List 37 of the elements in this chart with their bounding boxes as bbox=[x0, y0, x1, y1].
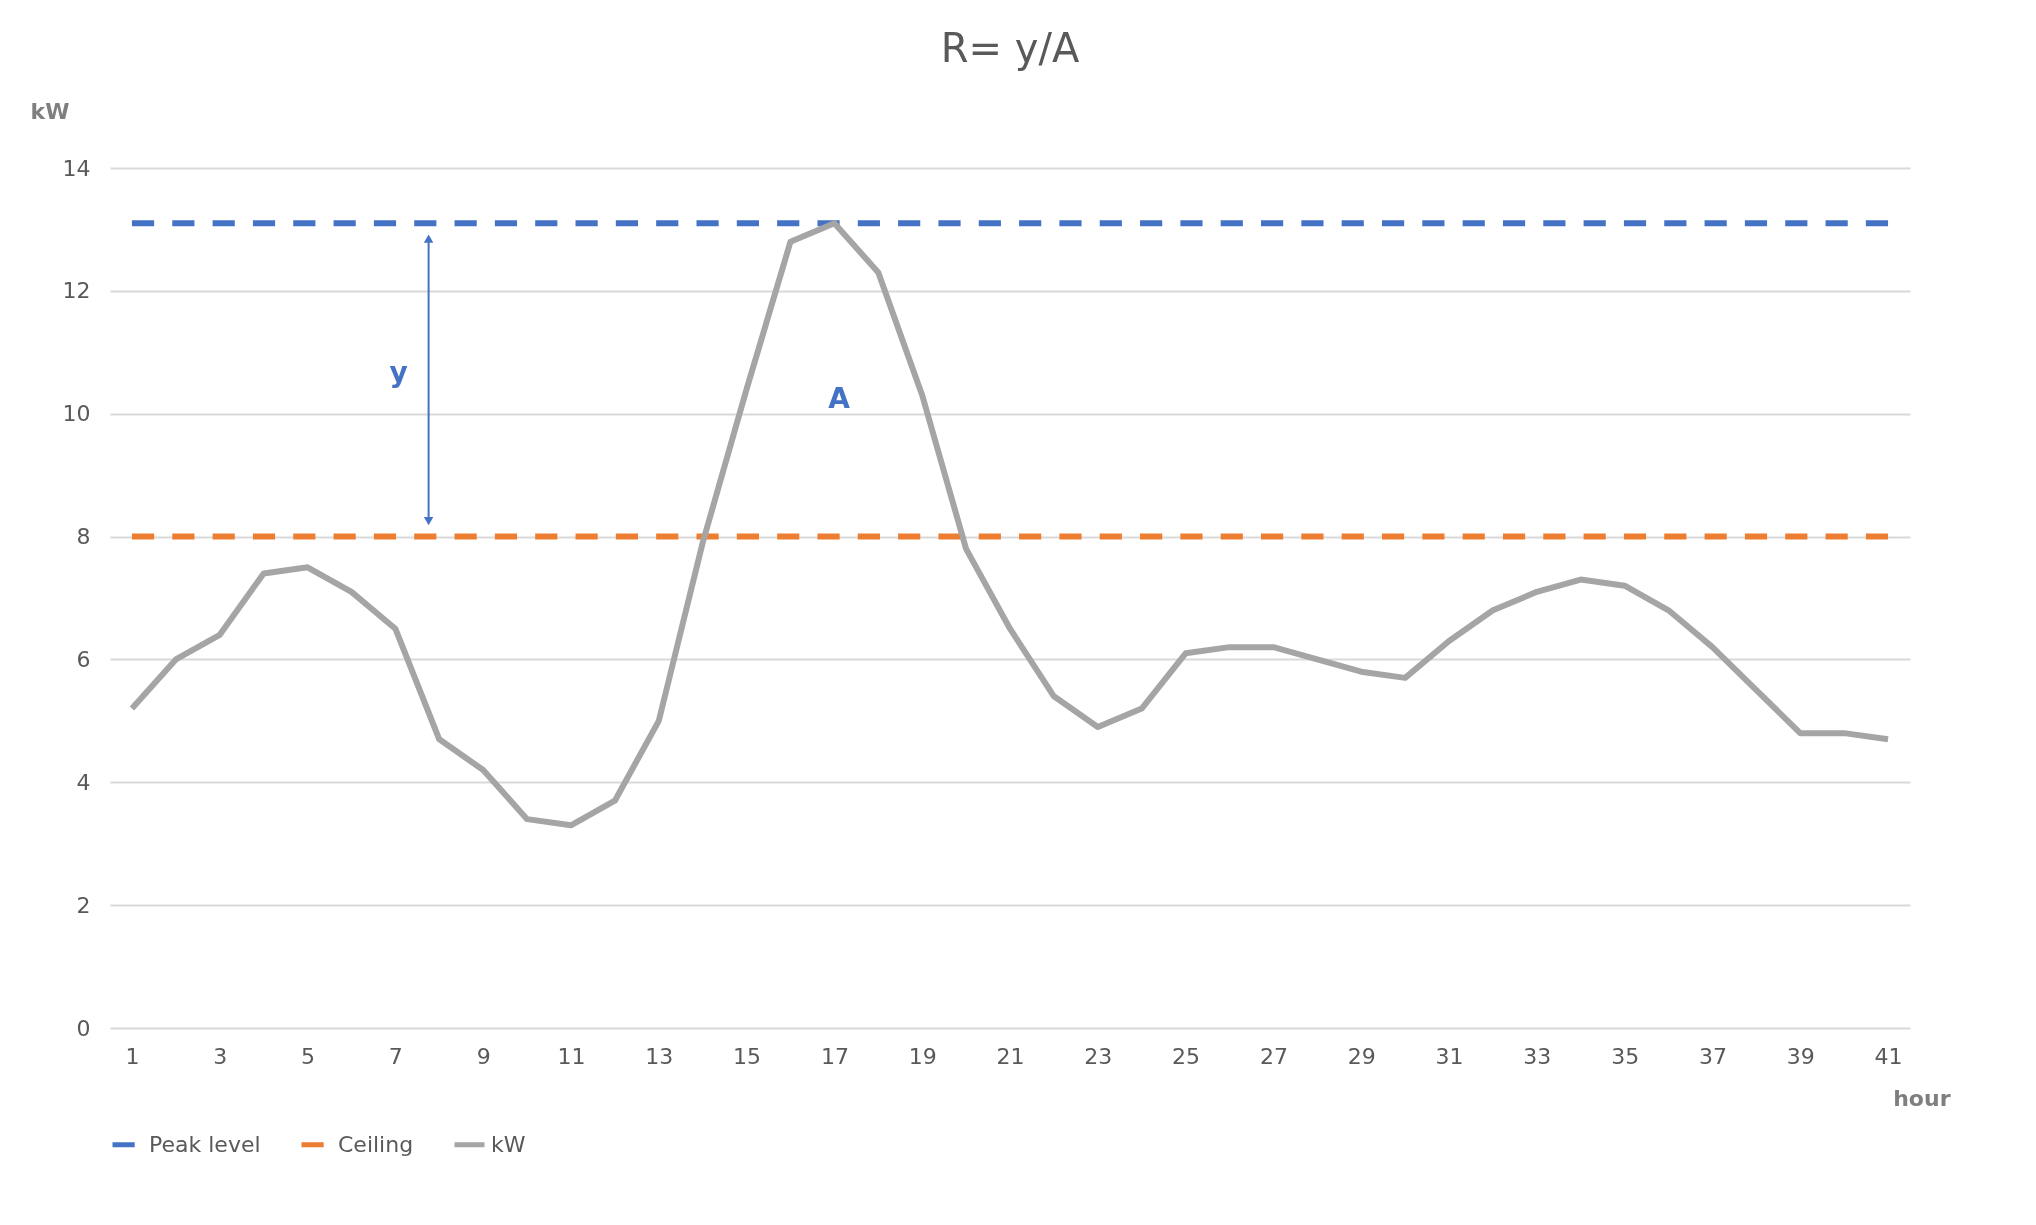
x-tick-label: 39 bbox=[1786, 1043, 1815, 1069]
x-tick-label: 33 bbox=[1523, 1043, 1552, 1069]
x-tick-label: 25 bbox=[1172, 1043, 1201, 1069]
legend-label: Ceiling bbox=[338, 1131, 414, 1157]
annotation: y bbox=[389, 356, 408, 390]
x-tick-label: 5 bbox=[301, 1043, 316, 1069]
legend-label: Peak level bbox=[149, 1131, 261, 1157]
x-tick-label: 9 bbox=[476, 1043, 491, 1069]
x-tick-label: 13 bbox=[645, 1043, 674, 1069]
x-tick-label: 1 bbox=[125, 1043, 140, 1069]
x-tick-label: 35 bbox=[1611, 1043, 1640, 1069]
x-tick-label: 7 bbox=[388, 1043, 403, 1069]
y-axis-title: kW bbox=[30, 98, 70, 124]
y-tick-label: 12 bbox=[62, 278, 91, 304]
x-axis-title: hour bbox=[1893, 1085, 1951, 1111]
y-tick-label: 0 bbox=[76, 1015, 91, 1041]
x-tick-label: 11 bbox=[557, 1043, 586, 1069]
y-tick-label: 6 bbox=[76, 646, 91, 672]
x-tick-label: 15 bbox=[733, 1043, 762, 1069]
x-tick-label: 21 bbox=[996, 1043, 1025, 1069]
y-tick-label: 10 bbox=[62, 401, 91, 427]
x-tick-label: 3 bbox=[213, 1043, 228, 1069]
x-tick-label: 37 bbox=[1698, 1043, 1727, 1069]
y-tick-label: 14 bbox=[62, 155, 91, 181]
x-tick-label: 29 bbox=[1347, 1043, 1376, 1069]
x-tick-label: 41 bbox=[1874, 1043, 1903, 1069]
x-tick-label: 31 bbox=[1435, 1043, 1464, 1069]
x-tick-label: 23 bbox=[1084, 1043, 1113, 1069]
legend-label: kW bbox=[491, 1131, 526, 1157]
x-tick-label: 27 bbox=[1259, 1043, 1288, 1069]
y-tick-label: 4 bbox=[76, 769, 91, 795]
y-tick-label: 8 bbox=[76, 524, 91, 550]
x-tick-label: 19 bbox=[908, 1043, 937, 1069]
annotation: A bbox=[828, 382, 851, 416]
x-tick-label: 17 bbox=[820, 1043, 849, 1069]
y-tick-label: 2 bbox=[76, 892, 91, 918]
chart-title: R= y/A bbox=[940, 25, 1080, 71]
